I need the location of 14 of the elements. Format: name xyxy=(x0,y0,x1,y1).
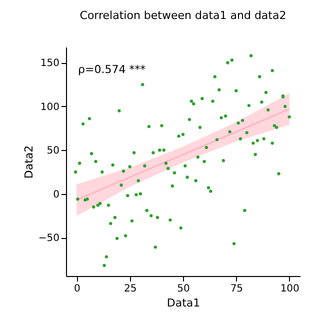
x-tick-label: 0 xyxy=(74,284,80,294)
y-tick-label: 0 xyxy=(53,189,60,200)
x-tick-label: 75 xyxy=(230,284,244,294)
annotation: ρ=0.574 *** xyxy=(78,63,146,76)
y-tick-label: −50 xyxy=(38,233,60,244)
x-tick-label: 25 xyxy=(124,284,137,294)
x-axis-title: Data1 xyxy=(166,296,200,310)
y-tick-label: 50 xyxy=(46,146,60,157)
y-axis-title: Data2 xyxy=(22,145,36,179)
y-tick-label: 150 xyxy=(40,58,60,70)
x-tick-label: 50 xyxy=(177,284,190,294)
y-tick-label: 100 xyxy=(40,102,60,113)
x-tick-label: 100 xyxy=(280,284,300,294)
chart-title: Correlation between data1 and data2 xyxy=(80,9,286,22)
